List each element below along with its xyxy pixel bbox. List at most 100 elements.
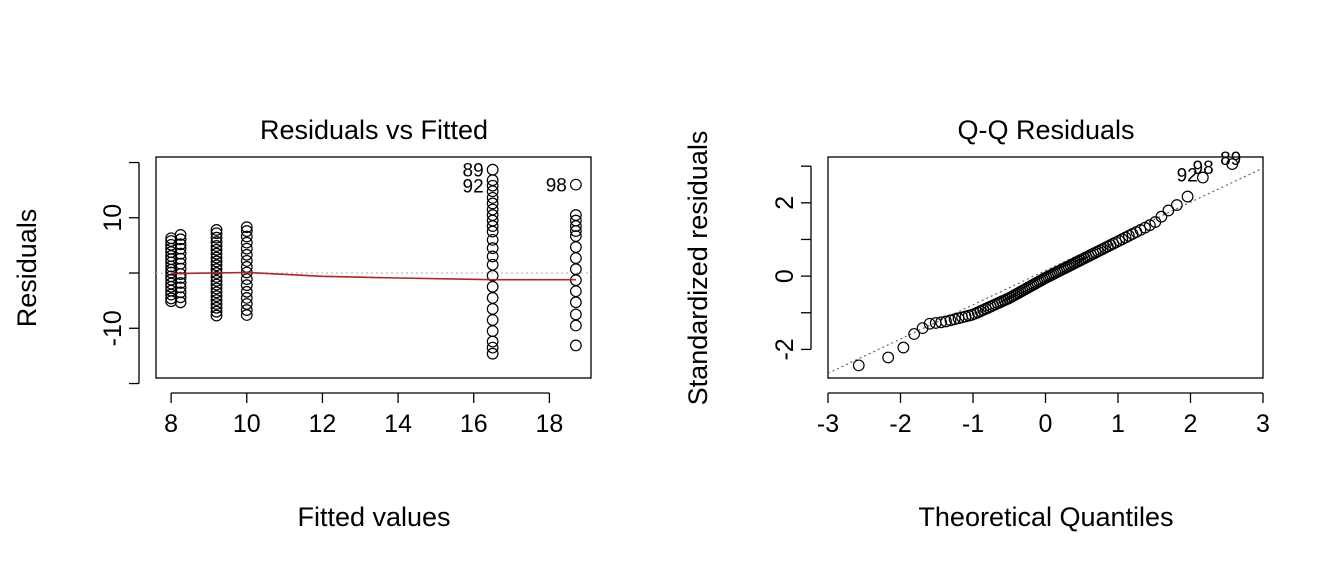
residual-point bbox=[210, 270, 223, 283]
residual-point bbox=[569, 230, 582, 242]
residual-point bbox=[486, 209, 499, 221]
residual-point bbox=[486, 335, 499, 348]
residual-point bbox=[210, 301, 223, 314]
residual-point bbox=[486, 163, 499, 176]
residual-point bbox=[486, 233, 499, 246]
point-label: 98 bbox=[1193, 158, 1214, 179]
residual-point bbox=[210, 286, 223, 299]
qq-point bbox=[1226, 158, 1239, 170]
residual-point bbox=[174, 233, 187, 246]
residual-point bbox=[174, 296, 187, 309]
point-label: 92 bbox=[1177, 165, 1198, 186]
residual-point bbox=[210, 259, 223, 272]
residual-point bbox=[486, 203, 499, 216]
residual-point bbox=[174, 291, 187, 304]
residual-point bbox=[240, 285, 253, 298]
residual-point bbox=[486, 303, 499, 315]
residual-point bbox=[486, 191, 499, 204]
y-tick-label: -10 bbox=[99, 310, 127, 346]
qq-point bbox=[1155, 210, 1168, 223]
residual-point bbox=[210, 309, 223, 322]
residuals-vs-fitted-title: Residuals vs Fitted bbox=[260, 115, 488, 145]
qq-point bbox=[935, 316, 948, 329]
qq-point bbox=[940, 315, 952, 328]
residual-point bbox=[240, 230, 253, 243]
qq-residuals-panel: Q-Q Residuals Theoretical Quantiles Stan… bbox=[683, 115, 1270, 532]
residual-point bbox=[174, 286, 187, 299]
residual-point bbox=[174, 238, 187, 251]
x-tick-label: -2 bbox=[889, 410, 911, 438]
smooth-line bbox=[171, 271, 576, 281]
x-tick-label: 2 bbox=[1184, 410, 1198, 438]
plot-frame bbox=[155, 156, 592, 379]
residual-point bbox=[210, 282, 223, 295]
qq-point bbox=[882, 351, 895, 364]
qq-point bbox=[1196, 171, 1209, 184]
qq-reference-line bbox=[827, 167, 1264, 374]
qq-point bbox=[1170, 199, 1183, 211]
residual-point bbox=[210, 263, 223, 276]
residual-point bbox=[486, 314, 499, 326]
residual-point bbox=[486, 347, 499, 360]
residual-point bbox=[240, 291, 253, 304]
residual-point bbox=[210, 290, 223, 303]
residual-point bbox=[569, 252, 582, 265]
residual-point bbox=[569, 263, 582, 276]
residual-point bbox=[569, 178, 582, 191]
x-tick-label: 8 bbox=[164, 410, 178, 438]
qq-point bbox=[897, 341, 910, 354]
residual-point bbox=[210, 231, 223, 244]
residual-point bbox=[174, 281, 187, 294]
residual-point bbox=[210, 247, 223, 260]
qq-point bbox=[923, 317, 936, 330]
residual-point bbox=[240, 225, 253, 237]
residual-point bbox=[240, 273, 253, 286]
residual-point bbox=[174, 252, 187, 265]
residual-point bbox=[174, 247, 187, 260]
point-label: 92 bbox=[463, 177, 484, 198]
residual-point bbox=[174, 242, 187, 255]
residual-point bbox=[210, 278, 223, 291]
point-label: 89 bbox=[463, 161, 484, 182]
residuals-vs-fitted-panel: Residuals vs Fitted Fitted values Residu… bbox=[12, 115, 592, 532]
residual-point bbox=[210, 294, 223, 306]
residual-point bbox=[240, 242, 253, 255]
residual-point bbox=[210, 240, 223, 252]
qq-point bbox=[1162, 204, 1175, 217]
residual-point bbox=[210, 236, 223, 248]
residual-point bbox=[165, 270, 178, 283]
residual-point bbox=[240, 279, 253, 292]
residual-point bbox=[569, 241, 582, 253]
plot-frame bbox=[827, 156, 1264, 379]
x-tick-label: 16 bbox=[460, 410, 488, 438]
qq-point bbox=[944, 314, 957, 327]
theoretical-quantiles-axis-title: Theoretical Quantiles bbox=[918, 502, 1173, 532]
residual-point bbox=[240, 221, 253, 234]
residual-point bbox=[210, 227, 223, 240]
residual-point bbox=[569, 339, 582, 352]
x-tick-label: 0 bbox=[1039, 410, 1053, 438]
residuals-axes: 8 10 12 14 16 18 -10 10 bbox=[99, 161, 563, 438]
residual-point bbox=[240, 254, 253, 267]
residual-point bbox=[240, 248, 253, 261]
point-label: 89 bbox=[1220, 149, 1241, 170]
residual-point bbox=[569, 209, 582, 221]
x-tick-label: 18 bbox=[535, 410, 563, 438]
qq-residuals-title: Q-Q Residuals bbox=[957, 115, 1134, 145]
residual-point bbox=[486, 250, 499, 263]
residuals-axis-title: Residuals bbox=[12, 209, 42, 328]
residual-point bbox=[486, 341, 499, 354]
y-tick-label: 0 bbox=[771, 269, 799, 283]
x-tick-label: 1 bbox=[1111, 410, 1125, 438]
residual-point bbox=[210, 274, 223, 287]
x-tick-label: 12 bbox=[309, 410, 337, 438]
residual-point bbox=[210, 251, 223, 264]
residual-point bbox=[210, 255, 223, 268]
residual-point bbox=[486, 280, 499, 293]
residual-point bbox=[240, 304, 253, 316]
residual-point bbox=[569, 214, 582, 227]
residual-point bbox=[210, 243, 223, 256]
